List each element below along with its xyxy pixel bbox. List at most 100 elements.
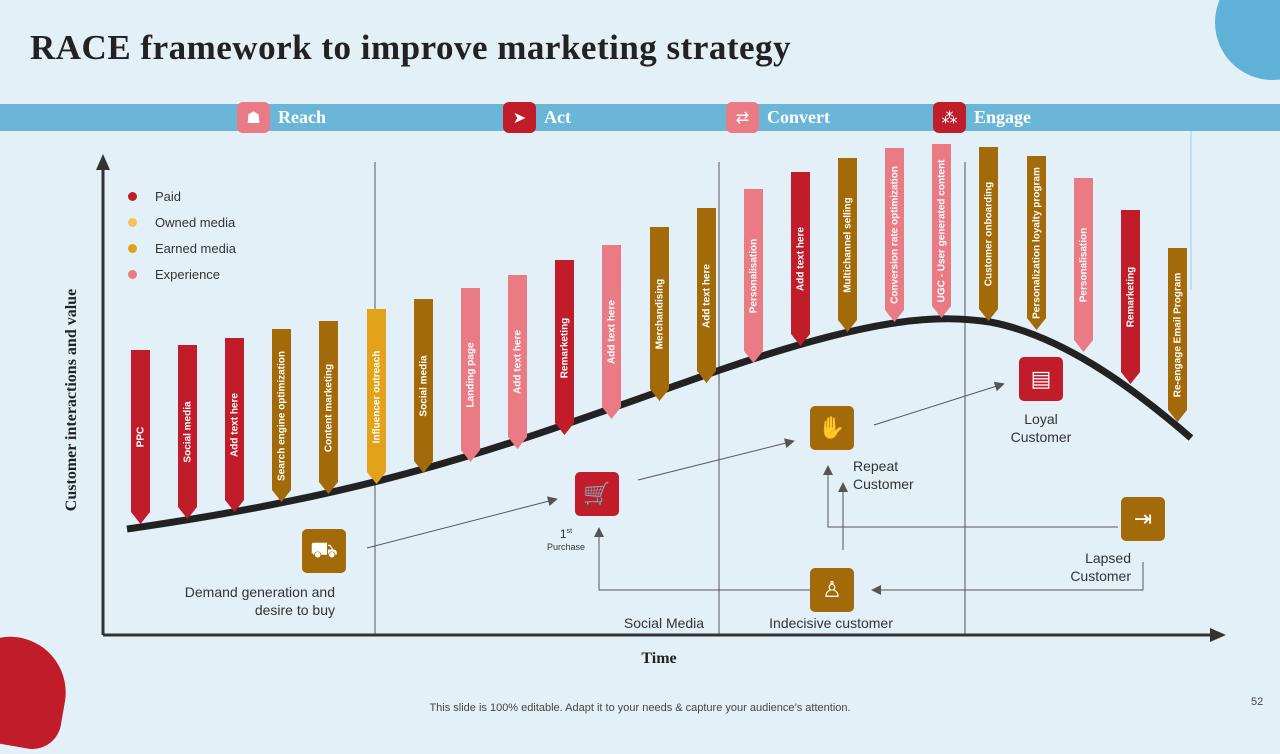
legend-owned: Owned media [128, 212, 235, 232]
flag-label: Add text here [795, 227, 806, 291]
arrow-purchase-to-repeat [637, 438, 795, 481]
flag-label: Remarketing [559, 317, 570, 378]
value-curve [126, 315, 1194, 533]
flag-pole [272, 329, 291, 502]
person-icon: ♙ [810, 568, 854, 612]
flag-pole [697, 208, 716, 383]
flag-label: Remarketing [1125, 266, 1136, 328]
legend-experience-label: Experience [155, 266, 221, 282]
flag-ppc: PPC [131, 350, 150, 524]
flag-label: Add text here [701, 263, 712, 328]
flag-label: Add text here [606, 300, 617, 364]
shopping-trolley-icon: 🛒 [575, 472, 619, 516]
page-number: 52 [1251, 696, 1264, 708]
flag-pole [367, 309, 386, 484]
purchase-label: Purchase [546, 542, 586, 552]
flag-conversion-rate-optimization: Conversion rate optimization [885, 148, 904, 322]
flag-social-media-1: Social media [178, 345, 197, 519]
phase-convert-label: Convert [767, 107, 830, 127]
flag-label: Re-engage Email Program [1172, 272, 1183, 398]
loyal-label-line2: Customer [1010, 429, 1072, 445]
flag-pole [932, 144, 951, 318]
legend-paid-dot [128, 191, 137, 201]
legend-earned: Earned media [128, 238, 236, 258]
flag-remarketing-2: Remarketing [1121, 210, 1140, 384]
repeat-customer-label: Repeat Customer [853, 457, 914, 493]
flag-pole [979, 147, 998, 321]
purchase-ordinal-suffix: st [566, 528, 573, 535]
flag-label: UGC - User generated content [936, 159, 947, 303]
flag-pole [414, 299, 433, 473]
flag-pole [885, 148, 904, 322]
purchase-ordinal: 1 [559, 527, 567, 541]
flag-label: Add text here [512, 330, 523, 394]
flag-pole [650, 227, 669, 401]
flag-personalization-loyalty-program: Personalization loyalty program [1027, 156, 1046, 330]
flag-influencer-outreach: Influencer outreach [367, 309, 386, 484]
arrow-demand-to-purchase [366, 496, 558, 549]
flag-pole [319, 321, 338, 494]
flag-customer-onboarding: Customer onboarding [979, 147, 998, 321]
flag-merchandising: Merchandising [650, 227, 669, 401]
y-axis-label: Customer interactions and value [63, 288, 80, 512]
flag-ugc: UGC - User generated content [932, 144, 951, 318]
flag-pole [1027, 156, 1046, 330]
flag-label: Personalisation [748, 238, 759, 314]
legend-paid-label: Paid [155, 188, 182, 204]
flag-re-engage-email: Re-engage Email Program [1168, 248, 1187, 422]
flag-label: Customer onboarding [983, 181, 994, 287]
arrow-lapsed-to-repeat [823, 465, 1118, 528]
legend-owned-dot [128, 217, 137, 227]
legend-owned-label: Owned media [155, 214, 236, 230]
flag-pole [131, 350, 150, 524]
flag-content-marketing: Content marketing [319, 321, 338, 494]
flag-add-text-5: Add text here [791, 172, 810, 346]
flag-label: Influencer outreach [371, 350, 382, 443]
flag-landing-page: Landing page [461, 288, 480, 462]
runner-icon: ➤ [503, 102, 536, 133]
flag-pole [225, 338, 244, 512]
flag-label: Multichannel selling [842, 197, 853, 293]
network-icon: ⁂ [933, 102, 966, 133]
slide-title: RACE framework to improve marketing stra… [30, 28, 792, 67]
first-purchase-label: 1st Purchase [547, 525, 585, 553]
phase-act-label: Act [544, 107, 571, 127]
phase-band [0, 104, 1280, 131]
repeat-label-line2: Customer [853, 476, 914, 492]
flag-label: Content marketing [323, 363, 334, 452]
flag-social-media-2: Social media [414, 299, 433, 473]
flag-add-text-1: Add text here [225, 338, 244, 512]
arrow-repeat-to-loyal [873, 381, 1005, 426]
flag-seo: Search engine optimization [272, 329, 291, 502]
lapsed-label-line1: Lapsed [1085, 550, 1131, 566]
flag-pole [791, 172, 810, 346]
hand-offer-icon: ✋ [810, 406, 854, 450]
flag-label: PPC [135, 426, 146, 448]
diagram-lines [96, 131, 1226, 642]
flag-label: Personalisation [1078, 227, 1089, 303]
arrow-lapsed-to-indecisive [871, 562, 1144, 595]
shopping-cart-person-icon: ⛟ [302, 529, 346, 573]
flag-pole [461, 288, 480, 462]
flag-pole [1074, 178, 1093, 352]
flag-add-text-2: Add text here [508, 275, 527, 449]
flag-label: Social media [418, 355, 429, 417]
flag-label: Merchandising [654, 278, 665, 350]
indecisive-customer-label: Indecisive customer [769, 615, 893, 631]
legend-earned-dot [128, 243, 137, 253]
flag-pole [744, 189, 763, 363]
flag-pole [555, 260, 574, 435]
exchange-icon: ⇄ [726, 102, 759, 133]
social-media-label: Social Media [623, 615, 705, 631]
flag-pole [1168, 248, 1187, 422]
flag-multichannel-selling: Multichannel selling [838, 158, 857, 332]
phase-reach: ☗ Reach [237, 102, 326, 133]
flag-add-text-3: Add text here [602, 245, 621, 419]
footer-note: This slide is 100% editable. Adapt it to… [429, 702, 851, 714]
demand-generation-label: Demand generation and desire to buy [185, 583, 335, 619]
phase-reach-label: Reach [278, 107, 326, 127]
flag-pole [178, 345, 197, 519]
flag-label: Search engine optimization [276, 350, 287, 481]
flag-personalisation-1: Personalisation [744, 189, 763, 363]
flag-add-text-4: Add text here [697, 208, 716, 383]
